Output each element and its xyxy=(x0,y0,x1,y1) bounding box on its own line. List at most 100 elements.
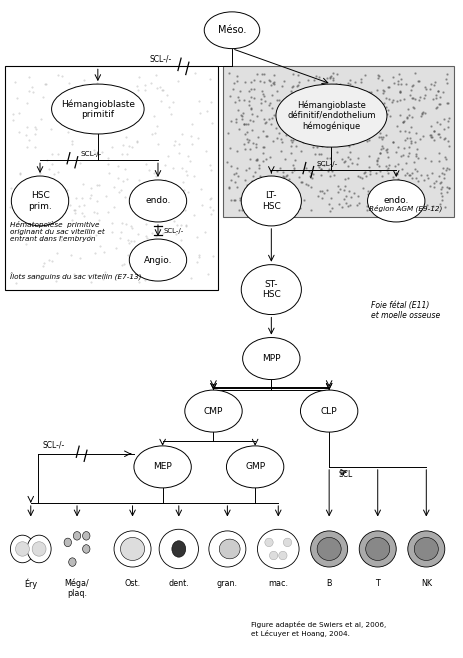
Point xyxy=(141,80,149,90)
Point xyxy=(53,247,61,258)
Point xyxy=(31,129,38,139)
Point xyxy=(104,207,112,218)
Point xyxy=(226,161,234,171)
Point xyxy=(96,241,104,251)
Point xyxy=(320,89,328,100)
Point xyxy=(387,97,394,107)
Point xyxy=(338,103,345,113)
Point xyxy=(378,141,385,151)
Point xyxy=(304,166,312,176)
Point xyxy=(47,124,55,134)
Point xyxy=(56,207,63,218)
Point xyxy=(397,186,405,196)
Point xyxy=(425,84,433,95)
Point xyxy=(150,111,158,122)
Point xyxy=(242,165,249,176)
Point xyxy=(383,105,391,115)
Point xyxy=(264,99,272,110)
Point xyxy=(377,134,384,144)
Point xyxy=(180,184,187,195)
Point xyxy=(314,72,322,82)
Point xyxy=(442,74,449,84)
Point xyxy=(332,79,339,89)
Point xyxy=(348,109,356,119)
Text: endo.: endo. xyxy=(145,197,170,205)
Point xyxy=(407,85,414,95)
Point xyxy=(175,148,182,159)
Point xyxy=(438,163,445,173)
Point xyxy=(341,180,348,191)
Point xyxy=(437,188,444,199)
Point xyxy=(415,134,423,144)
Point xyxy=(434,129,442,139)
Point xyxy=(250,74,257,85)
Point xyxy=(303,128,311,139)
Point xyxy=(116,233,124,243)
Point xyxy=(225,68,232,79)
Point xyxy=(402,113,410,123)
Point xyxy=(178,163,186,173)
Point xyxy=(345,153,353,164)
Ellipse shape xyxy=(204,12,259,49)
Point xyxy=(253,111,260,121)
Point xyxy=(41,79,48,89)
Point xyxy=(352,132,360,142)
Ellipse shape xyxy=(82,532,90,540)
Text: Éry: Éry xyxy=(24,578,37,589)
Point xyxy=(383,195,390,206)
Point xyxy=(324,165,332,176)
Point xyxy=(328,74,336,85)
Point xyxy=(253,153,260,164)
Point xyxy=(119,149,126,160)
Point xyxy=(350,76,358,87)
Point xyxy=(430,126,437,136)
Point xyxy=(154,139,162,149)
Point xyxy=(437,168,444,178)
Point xyxy=(376,148,383,159)
Point xyxy=(234,95,242,105)
Point xyxy=(203,269,211,280)
Point xyxy=(307,182,314,193)
Point xyxy=(57,234,64,245)
Point xyxy=(365,103,372,113)
Point xyxy=(245,154,253,164)
Point xyxy=(321,89,329,100)
Point xyxy=(257,105,264,115)
Point xyxy=(281,154,288,164)
Point xyxy=(34,270,42,280)
Point xyxy=(405,147,412,158)
Point xyxy=(339,114,346,124)
Point xyxy=(227,116,234,126)
Point xyxy=(344,161,351,172)
Point xyxy=(128,222,136,233)
Point xyxy=(188,119,195,130)
Point xyxy=(415,75,422,86)
Text: LT-
HSC: LT- HSC xyxy=(262,191,280,211)
Point xyxy=(355,197,362,208)
Point xyxy=(234,92,241,103)
Point xyxy=(364,87,372,97)
Point xyxy=(411,137,418,147)
Point xyxy=(340,156,348,166)
Point xyxy=(15,198,22,209)
Point xyxy=(251,182,258,192)
Point xyxy=(54,167,62,178)
Point xyxy=(439,173,446,184)
Point xyxy=(93,78,100,88)
Point xyxy=(292,130,300,140)
Point xyxy=(98,147,105,157)
Point xyxy=(81,75,88,86)
Point xyxy=(258,148,266,159)
Point xyxy=(254,132,261,143)
Point xyxy=(373,156,380,166)
Text: SCL-/-: SCL-/- xyxy=(315,161,337,167)
Point xyxy=(410,157,417,168)
Point xyxy=(99,274,106,284)
Point xyxy=(440,114,447,124)
Point xyxy=(288,105,295,116)
Point xyxy=(410,164,418,174)
Point xyxy=(230,168,237,179)
Point xyxy=(245,86,253,96)
Point xyxy=(31,272,39,282)
Point xyxy=(425,130,432,140)
